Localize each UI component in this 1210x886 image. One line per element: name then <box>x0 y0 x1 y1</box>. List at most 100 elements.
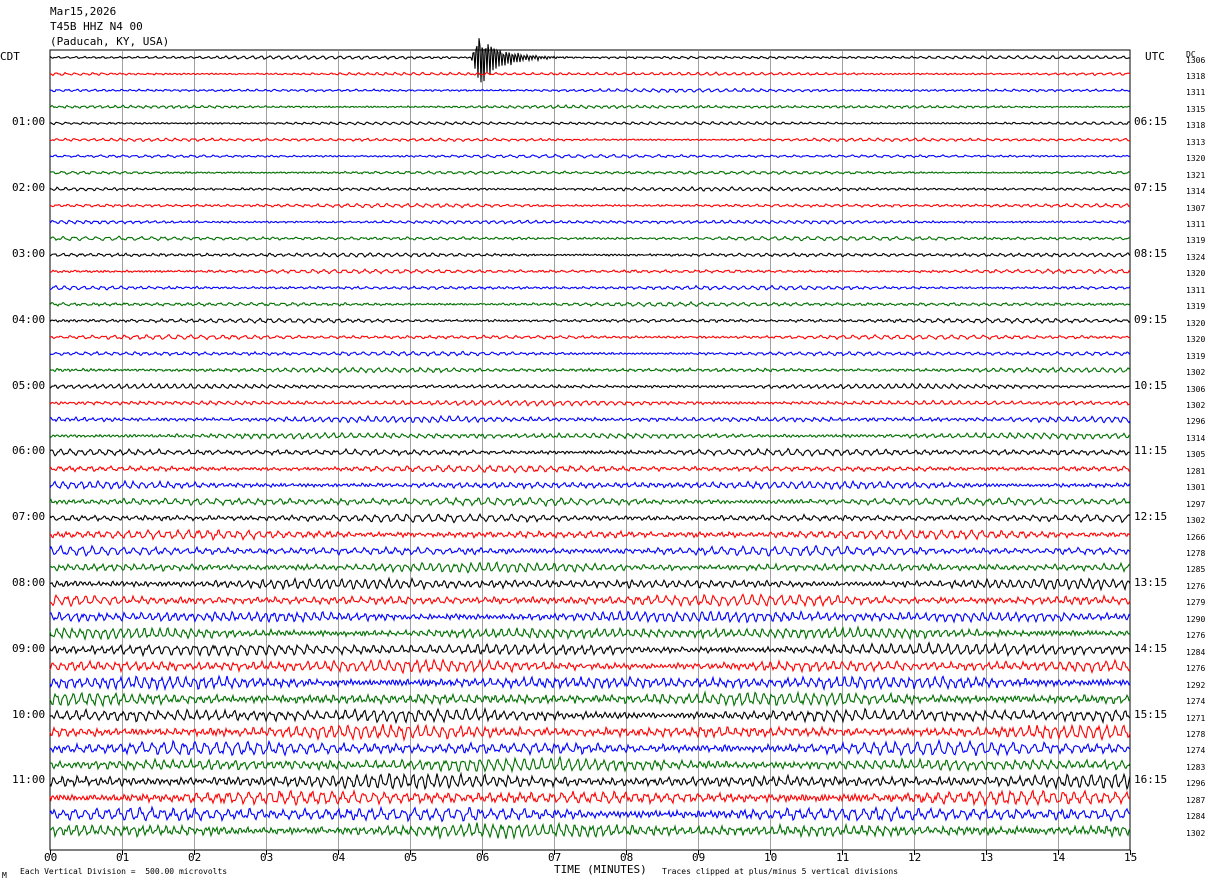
seismic-trace <box>49 137 1131 143</box>
seismic-trace <box>49 561 1131 574</box>
seismic-trace <box>49 674 1131 692</box>
dc-offset-label: 1319 <box>1186 302 1206 312</box>
dc-offset-label: 1266 <box>1186 532 1206 542</box>
seismic-trace <box>49 300 1131 308</box>
x-tick-label: 02 <box>188 851 202 864</box>
seismic-trace <box>49 414 1131 424</box>
dc-offset-label: 1285 <box>1186 565 1206 575</box>
seismic-trace <box>49 186 1131 192</box>
dc-offset-label: 1274 <box>1186 697 1206 707</box>
dc-offset-label: 1315 <box>1186 104 1206 114</box>
dc-offset-label: 1279 <box>1186 598 1206 608</box>
utc-hour-label: 06:15 <box>1134 115 1168 129</box>
dc-offset-label: 1296 <box>1186 779 1206 789</box>
dc-offset-label: 1321 <box>1186 170 1206 180</box>
seismic-trace <box>49 71 1131 77</box>
utc-hour-label: 13:15 <box>1134 575 1168 589</box>
x-axis-label: TIME (MINUTES) <box>554 863 647 876</box>
dc-offset-label: 1319 <box>1186 351 1206 361</box>
x-tick-label: 12 <box>908 851 922 864</box>
x-tick-label: 15 <box>1124 851 1138 864</box>
dc-offset-label: 1296 <box>1186 417 1206 427</box>
seismic-trace <box>49 528 1131 541</box>
utc-hour-label: 09:15 <box>1134 312 1168 326</box>
corner-mark: M <box>2 871 7 880</box>
seismic-trace <box>49 771 1131 791</box>
dc-offset-label: 1314 <box>1186 187 1206 197</box>
dc-offset-label: 1302 <box>1186 400 1206 410</box>
dc-offset-label: 1318 <box>1186 121 1206 131</box>
x-tick-label: 07 <box>548 851 562 864</box>
seismic-trace <box>49 755 1131 774</box>
plot-frame <box>49 49 1131 851</box>
dc-offset-label: 1302 <box>1186 368 1206 378</box>
cdt-hour-label: 04:00 <box>12 312 46 326</box>
dc-offset-label: 1314 <box>1186 433 1206 443</box>
cdt-axis-title: CDT <box>0 50 20 63</box>
dc-offset-label: 1311 <box>1186 220 1206 229</box>
seismic-trace <box>49 706 1131 725</box>
dc-offset-label: 1306 <box>1186 55 1206 65</box>
seismic-trace <box>49 317 1131 325</box>
seismic-trace <box>49 447 1131 457</box>
dc-offset-label: 1287 <box>1186 795 1206 805</box>
dc-offset-label: 1305 <box>1186 450 1206 460</box>
dc-offset-label: 1320 <box>1186 154 1206 164</box>
seismic-trace <box>49 788 1131 808</box>
header-date: Mar15,2026 <box>50 5 117 18</box>
cdt-hour-label: 07:00 <box>12 510 46 524</box>
seismic-trace <box>49 284 1131 291</box>
utc-hour-label: 12:15 <box>1134 510 1168 524</box>
x-tick-label: 01 <box>116 851 130 864</box>
seismic-trace <box>49 464 1131 474</box>
cdt-hour-label: 11:00 <box>12 773 46 787</box>
seismic-trace <box>49 593 1131 608</box>
utc-hour-label: 10:15 <box>1134 378 1168 392</box>
seismic-trace <box>49 251 1131 258</box>
seismic-trace <box>49 366 1131 374</box>
dc-offset-label: 1283 <box>1186 762 1206 772</box>
seismic-trace <box>49 104 1131 110</box>
seismic-trace <box>49 87 1131 93</box>
seismic-trace <box>49 333 1131 341</box>
seismic-trace <box>49 625 1131 641</box>
header-station: T45B HHZ N4 00 <box>50 20 143 33</box>
seismic-trace <box>49 399 1131 407</box>
seismic-trace <box>49 576 1131 592</box>
scale-note: Each Vertical Division = 500.00 microvol… <box>20 867 228 876</box>
dc-offset-label: 1306 <box>1186 384 1206 394</box>
seismic-trace <box>49 641 1131 658</box>
x-tick-label: 03 <box>260 851 274 864</box>
seismic-trace <box>49 821 1131 841</box>
seismic-trace <box>49 38 1131 83</box>
dc-offset-label: 1311 <box>1186 88 1206 98</box>
utc-hour-label: 07:15 <box>1134 181 1168 195</box>
x-tick-label: 09 <box>692 851 706 864</box>
seismic-trace <box>49 382 1131 390</box>
dc-offset-label: 1292 <box>1186 680 1206 690</box>
seismic-trace <box>49 170 1131 176</box>
x-tick-label: 11 <box>836 851 850 864</box>
dc-offset-label: 1284 <box>1186 812 1206 822</box>
seismic-trace <box>49 690 1131 708</box>
seismic-trace <box>49 805 1131 823</box>
dc-offset-label: 1320 <box>1186 318 1206 328</box>
utc-hour-label: 08:15 <box>1134 246 1168 260</box>
utc-hour-label: 14:15 <box>1134 641 1168 655</box>
header-location: (Paducah, KY, USA) <box>50 35 170 48</box>
dc-offset-label: 1271 <box>1186 713 1206 723</box>
dc-axis-title: DC <box>1186 50 1196 59</box>
seismic-trace <box>49 431 1131 441</box>
seismic-trace <box>49 153 1131 159</box>
cdt-hour-label: 08:00 <box>12 575 46 589</box>
dc-offset-label: 1301 <box>1186 483 1206 493</box>
seismic-trace <box>49 120 1131 126</box>
x-tick-label: 14 <box>1052 851 1066 864</box>
seismic-trace <box>49 723 1131 742</box>
seismic-trace <box>49 350 1131 357</box>
seismic-trace <box>49 544 1131 557</box>
dc-offset-label: 1324 <box>1186 252 1206 262</box>
seismic-trace <box>49 512 1131 524</box>
seismic-trace <box>49 202 1131 209</box>
